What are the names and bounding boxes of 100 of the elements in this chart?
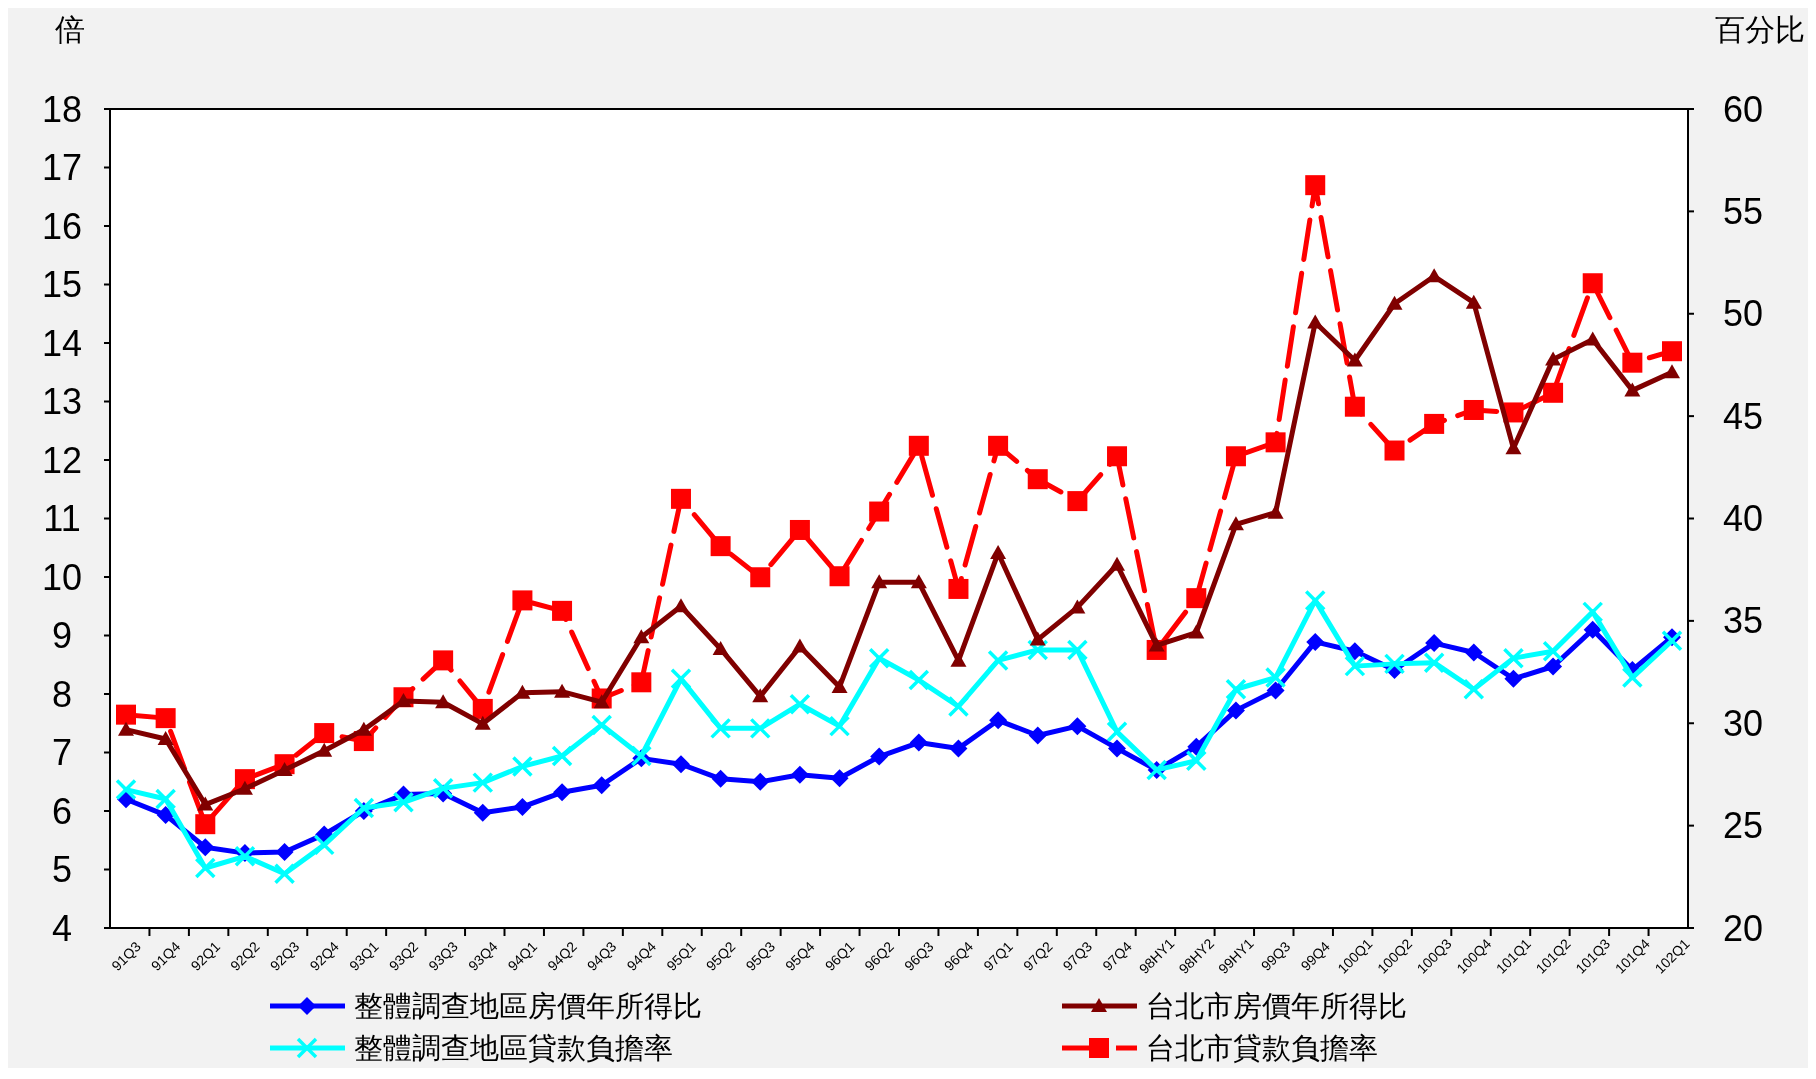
point bbox=[273, 862, 296, 885]
point bbox=[197, 796, 214, 811]
point bbox=[355, 721, 372, 736]
y-tick-label: 16 bbox=[41, 205, 83, 247]
point bbox=[831, 678, 848, 693]
point bbox=[314, 723, 335, 744]
point bbox=[789, 693, 811, 715]
point bbox=[1106, 721, 1128, 743]
point bbox=[157, 731, 174, 746]
point bbox=[1344, 396, 1365, 417]
y2-axis-title: 百分比 bbox=[1715, 12, 1805, 47]
point bbox=[671, 755, 690, 774]
y-tick-label: 17 bbox=[41, 147, 83, 188]
point bbox=[554, 683, 571, 698]
point bbox=[433, 650, 454, 671]
point bbox=[1386, 295, 1403, 310]
point bbox=[275, 842, 294, 861]
point bbox=[1383, 653, 1406, 675]
point bbox=[593, 694, 610, 709]
point bbox=[791, 638, 808, 653]
point bbox=[908, 435, 929, 456]
point bbox=[868, 647, 890, 669]
point bbox=[1267, 504, 1284, 519]
point bbox=[1108, 739, 1127, 758]
point bbox=[1504, 669, 1523, 688]
point bbox=[910, 574, 927, 589]
point bbox=[432, 777, 454, 800]
point bbox=[353, 797, 375, 819]
point bbox=[1542, 640, 1564, 662]
y-tick-label: 7 bbox=[51, 732, 73, 773]
point bbox=[156, 806, 175, 825]
point bbox=[750, 567, 771, 588]
y2-tick-label: 45 bbox=[1722, 395, 1764, 437]
point bbox=[1544, 657, 1563, 676]
legend-label: 整體調查地區貸款負擔率 bbox=[354, 1031, 673, 1065]
point bbox=[711, 769, 730, 788]
point bbox=[154, 788, 177, 810]
y-tick-label: 14 bbox=[41, 322, 83, 364]
point bbox=[1029, 631, 1046, 646]
y2-tick-label: 20 bbox=[1722, 907, 1764, 949]
point bbox=[592, 776, 611, 795]
point bbox=[1464, 643, 1483, 662]
point bbox=[1545, 351, 1562, 366]
point bbox=[1225, 446, 1246, 467]
point bbox=[234, 845, 256, 868]
y-tick-label: 10 bbox=[41, 556, 83, 598]
point bbox=[1581, 601, 1604, 623]
point bbox=[1622, 352, 1643, 373]
point bbox=[752, 688, 769, 703]
point bbox=[1543, 382, 1564, 403]
legend-label: 台北市房價年所得比 bbox=[1146, 989, 1407, 1023]
point bbox=[1465, 294, 1482, 309]
point bbox=[1305, 175, 1326, 196]
point bbox=[1066, 639, 1089, 661]
point bbox=[751, 772, 770, 791]
y-tick-label: 5 bbox=[51, 849, 73, 890]
point bbox=[1266, 681, 1285, 700]
point bbox=[947, 695, 970, 718]
y2-tick-label: 55 bbox=[1722, 190, 1764, 232]
point bbox=[435, 694, 452, 709]
point bbox=[1304, 589, 1326, 612]
point bbox=[552, 600, 573, 621]
point bbox=[950, 652, 967, 667]
point bbox=[790, 765, 809, 784]
point bbox=[313, 834, 335, 856]
point bbox=[990, 545, 1007, 560]
point bbox=[871, 574, 888, 589]
y2-tick-label: 50 bbox=[1722, 293, 1764, 335]
point bbox=[989, 711, 1008, 730]
point bbox=[513, 797, 532, 816]
point bbox=[553, 783, 572, 802]
y-axis-title: 倍 bbox=[55, 12, 85, 47]
point bbox=[1584, 331, 1601, 346]
point bbox=[118, 721, 134, 736]
point bbox=[1028, 726, 1047, 745]
point bbox=[712, 640, 729, 655]
point bbox=[1186, 588, 1207, 609]
point bbox=[1425, 634, 1444, 653]
point bbox=[276, 762, 293, 777]
point bbox=[670, 668, 692, 690]
y2-tick-label: 30 bbox=[1722, 702, 1764, 744]
point bbox=[789, 519, 810, 540]
point bbox=[1621, 666, 1644, 689]
point bbox=[194, 857, 217, 879]
y-tick-label: 8 bbox=[51, 673, 73, 715]
point bbox=[949, 739, 968, 758]
point bbox=[1624, 382, 1641, 397]
point bbox=[869, 501, 890, 522]
point bbox=[195, 814, 216, 835]
point bbox=[1384, 440, 1405, 461]
y-tick-label: 4 bbox=[51, 907, 73, 949]
point bbox=[1226, 701, 1245, 720]
point bbox=[1505, 440, 1522, 455]
point bbox=[908, 669, 930, 691]
point bbox=[514, 684, 531, 699]
point bbox=[870, 747, 889, 766]
point bbox=[1502, 647, 1525, 669]
point bbox=[1225, 678, 1247, 701]
point bbox=[948, 578, 969, 599]
point bbox=[474, 715, 491, 730]
